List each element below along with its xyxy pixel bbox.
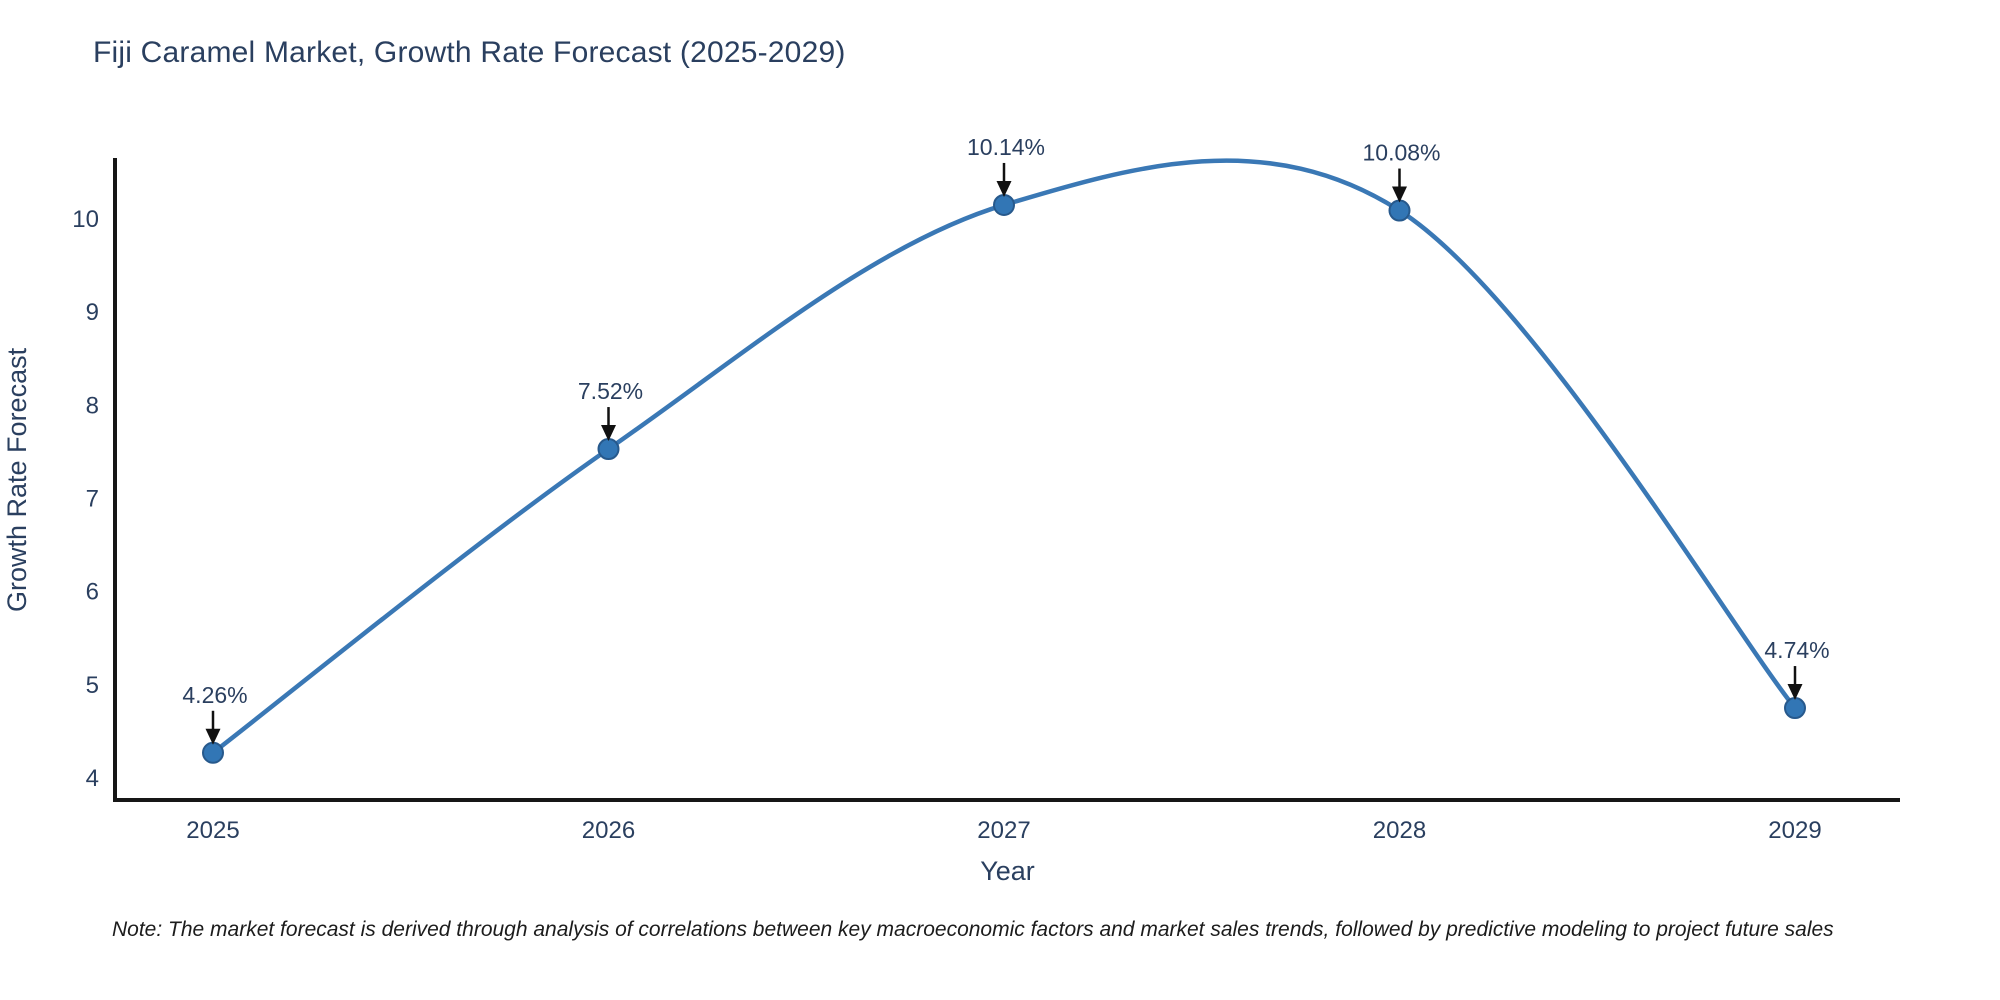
y-tick-label: 10 xyxy=(72,206,99,233)
chart-title: Fiji Caramel Market, Growth Rate Forecas… xyxy=(93,36,846,69)
data-point-marker xyxy=(1784,697,1806,720)
x-tick-label: 2026 xyxy=(582,817,635,844)
x-tick-label: 2027 xyxy=(977,817,1030,844)
chart-footnote: Note: The market forecast is derived thr… xyxy=(112,918,1834,941)
x-tick-label: 2025 xyxy=(186,817,239,844)
annotation-arrowhead xyxy=(1787,684,1803,701)
y-tick-label: 8 xyxy=(86,392,99,419)
annotation-arrowhead xyxy=(601,425,616,442)
annotation-arrowhead xyxy=(996,180,1012,197)
data-point-marker xyxy=(202,741,224,764)
y-tick-label: 9 xyxy=(86,299,99,326)
data-point-marker xyxy=(597,438,620,461)
annotation-arrowhead xyxy=(205,728,221,745)
x-tick-label: 2029 xyxy=(1768,817,1821,844)
y-tick-label: 7 xyxy=(86,485,99,512)
annotation-label: 10.08% xyxy=(1362,140,1440,166)
annotation-label: 7.52% xyxy=(578,378,643,404)
data-point-marker xyxy=(1388,199,1411,222)
annotation-label: 4.74% xyxy=(1764,637,1829,663)
annotation-label: 10.14% xyxy=(967,134,1045,160)
annotation-arrowhead xyxy=(1392,186,1407,203)
y-tick-label: 6 xyxy=(86,579,99,606)
y-tick-label: 5 xyxy=(86,672,99,699)
y-tick-label: 4 xyxy=(86,765,99,792)
x-axis-title: Year xyxy=(980,856,1035,886)
data-point-marker xyxy=(993,193,1015,216)
x-tick-label: 2028 xyxy=(1373,817,1426,844)
series-line xyxy=(210,158,1798,756)
annotation-label: 4.26% xyxy=(182,682,247,708)
